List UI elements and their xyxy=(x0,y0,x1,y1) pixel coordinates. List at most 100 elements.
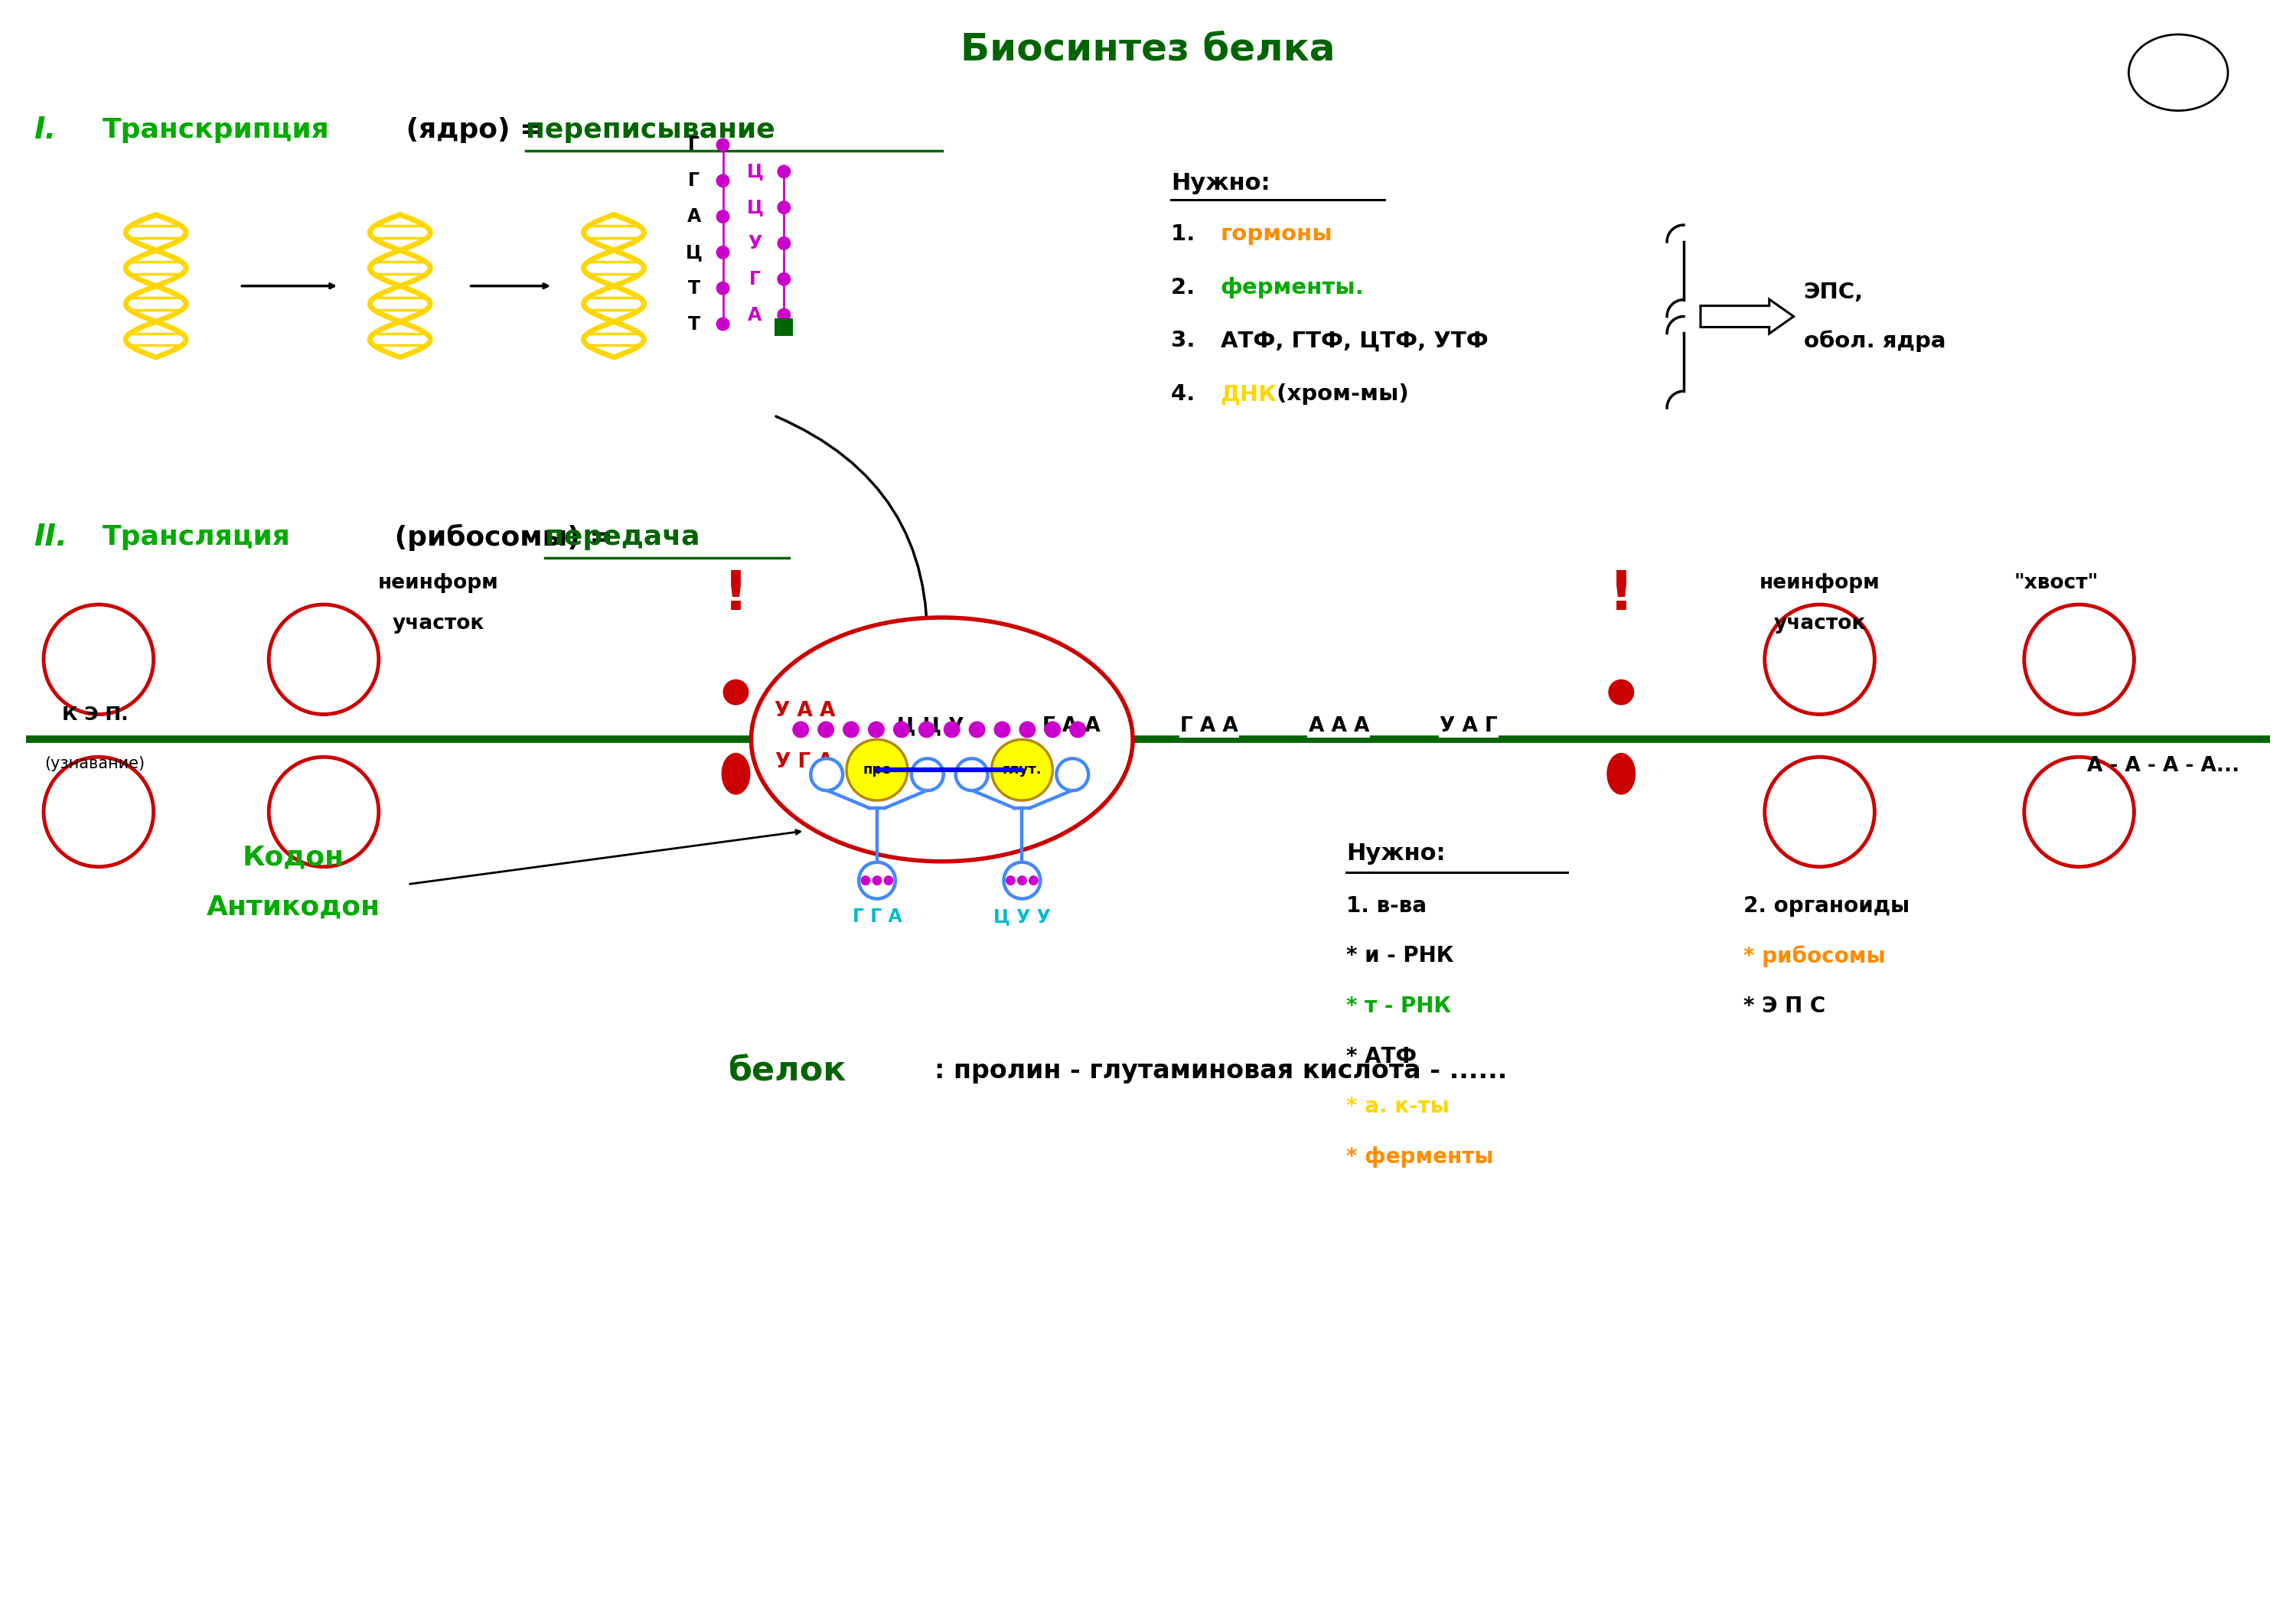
Circle shape xyxy=(1056,758,1088,790)
Text: * а. к-ты: * а. к-ты xyxy=(1345,1096,1449,1118)
Text: Т: Т xyxy=(689,279,700,297)
Text: ДНК: ДНК xyxy=(1221,383,1277,404)
Ellipse shape xyxy=(1607,753,1635,795)
Text: "хвост": "хвост" xyxy=(2014,573,2099,592)
Circle shape xyxy=(955,758,987,790)
Text: : пролин - глутаминовая кислота - ......: : пролин - глутаминовая кислота - ...... xyxy=(934,1058,1506,1084)
Circle shape xyxy=(2025,756,2133,867)
Circle shape xyxy=(1766,756,1874,867)
Text: Нужно:: Нужно: xyxy=(1345,842,1446,865)
Circle shape xyxy=(1006,875,1015,886)
Text: У А Г: У А Г xyxy=(1440,717,1497,737)
Text: * АТФ: * АТФ xyxy=(1345,1045,1417,1068)
Circle shape xyxy=(716,316,730,331)
Text: (хром-мы): (хром-мы) xyxy=(1270,383,1407,404)
Text: II.: II. xyxy=(34,523,67,552)
Circle shape xyxy=(944,721,960,738)
Circle shape xyxy=(776,237,790,250)
Circle shape xyxy=(792,721,808,738)
Text: Ц: Ц xyxy=(746,198,762,216)
Circle shape xyxy=(810,758,843,790)
Text: 4: 4 xyxy=(2167,62,2188,91)
Ellipse shape xyxy=(721,753,751,795)
Text: 1. в-ва: 1. в-ва xyxy=(1345,894,1426,917)
Text: (ядро) =: (ядро) = xyxy=(397,117,553,143)
Circle shape xyxy=(912,758,944,790)
Bar xyxy=(774,318,792,336)
Text: участок: участок xyxy=(393,613,484,633)
Text: Г: Г xyxy=(689,172,700,190)
Circle shape xyxy=(868,721,884,738)
Text: переписывание: переписывание xyxy=(526,117,776,143)
Circle shape xyxy=(1017,875,1026,886)
Text: 4.: 4. xyxy=(1171,383,1203,404)
Text: неинформ: неинформ xyxy=(1759,573,1880,592)
Text: Трансляция: Трансляция xyxy=(103,524,292,550)
Text: Г: Г xyxy=(689,136,700,154)
Text: Биосинтез белка: Биосинтез белка xyxy=(960,31,1336,68)
Text: * т - РНК: * т - РНК xyxy=(1345,995,1451,1018)
Text: !: ! xyxy=(1609,568,1635,622)
Text: У Г А: У Г А xyxy=(776,753,833,773)
Text: Нужно:: Нужно: xyxy=(1171,172,1270,195)
Text: Ц У У: Ц У У xyxy=(994,907,1052,927)
Circle shape xyxy=(893,721,909,738)
Circle shape xyxy=(994,721,1010,738)
Text: А А А: А А А xyxy=(1309,717,1368,737)
Ellipse shape xyxy=(751,617,1132,862)
Text: 2. органоиды: 2. органоиды xyxy=(1743,894,1910,917)
Text: участок: участок xyxy=(1773,613,1867,633)
Text: 1.: 1. xyxy=(1171,224,1203,245)
Circle shape xyxy=(776,273,790,286)
Circle shape xyxy=(776,201,790,214)
Text: * рибосомы: * рибосомы xyxy=(1743,945,1885,967)
Text: АТФ, ГТФ, ЦТФ, УТФ: АТФ, ГТФ, ЦТФ, УТФ xyxy=(1221,329,1488,352)
Circle shape xyxy=(872,875,882,886)
Text: обол. ядра: обол. ядра xyxy=(1805,329,1945,352)
Text: * ферменты: * ферменты xyxy=(1345,1146,1495,1169)
Text: У А А: У А А xyxy=(774,701,836,721)
Text: К Э П.: К Э П. xyxy=(62,706,129,724)
Text: ферменты.: ферменты. xyxy=(1221,278,1364,299)
Circle shape xyxy=(817,721,833,738)
Circle shape xyxy=(44,604,154,714)
Circle shape xyxy=(1070,721,1086,738)
Text: про: про xyxy=(863,763,891,777)
Circle shape xyxy=(716,138,730,153)
Text: 3.: 3. xyxy=(1171,329,1203,352)
Text: I.: I. xyxy=(34,115,55,144)
Circle shape xyxy=(269,756,379,867)
Circle shape xyxy=(1766,604,1874,714)
Text: неинформ: неинформ xyxy=(379,573,498,592)
Text: Ц: Ц xyxy=(687,243,703,261)
Text: (узнавание): (узнавание) xyxy=(44,756,145,771)
Ellipse shape xyxy=(2128,34,2227,110)
Text: белок: белок xyxy=(728,1055,847,1087)
Circle shape xyxy=(884,875,893,886)
Text: !: ! xyxy=(723,568,748,622)
Text: Г Г А: Г Г А xyxy=(852,907,902,927)
Circle shape xyxy=(843,721,859,738)
Text: Антикодон: Антикодон xyxy=(207,894,381,920)
Circle shape xyxy=(776,166,790,179)
Circle shape xyxy=(2025,604,2133,714)
Text: Т: Т xyxy=(689,315,700,333)
Text: Г А А: Г А А xyxy=(1042,717,1100,737)
Text: А - А - А - А...: А - А - А - А... xyxy=(2087,756,2239,776)
Circle shape xyxy=(723,680,748,704)
Circle shape xyxy=(1045,721,1061,738)
Text: * Э П С: * Э П С xyxy=(1743,995,1825,1018)
Circle shape xyxy=(44,756,154,867)
Circle shape xyxy=(716,209,730,224)
Text: (рибосомы) =: (рибосомы) = xyxy=(386,524,622,550)
Circle shape xyxy=(847,740,907,800)
Text: * и - РНК: * и - РНК xyxy=(1345,945,1453,967)
Circle shape xyxy=(1003,862,1040,899)
Text: Ц: Ц xyxy=(746,162,762,180)
Circle shape xyxy=(716,281,730,295)
Text: Г А А: Г А А xyxy=(1180,717,1238,737)
Text: Транскрипция: Транскрипция xyxy=(103,117,331,143)
Text: Кодон: Кодон xyxy=(243,844,344,870)
Circle shape xyxy=(776,308,790,321)
Circle shape xyxy=(1029,875,1038,886)
